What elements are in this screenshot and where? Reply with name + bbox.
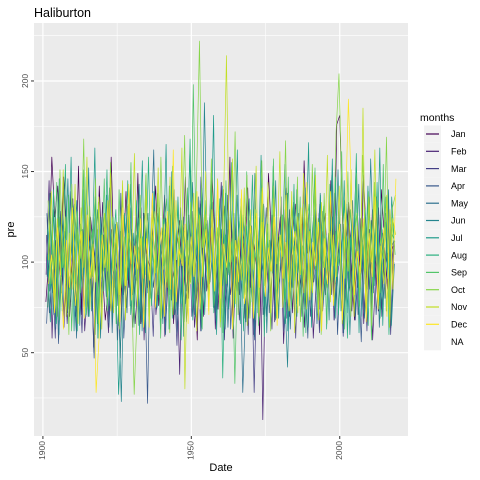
legend-key-bg: [424, 333, 441, 351]
legend-label-dec: Dec: [451, 320, 468, 330]
x-tick-label: 1900: [37, 441, 47, 460]
legend-label-jun: Jun: [451, 216, 466, 226]
minor-gridlines: [34, 23, 408, 436]
legend-label-jan: Jan: [451, 129, 466, 139]
x-tick-label: 1950: [186, 441, 196, 460]
legend-key-apr: [424, 177, 441, 195]
y-axis-ticks: 50 100 150 200: [20, 74, 34, 358]
series-line-oct: [47, 40, 396, 395]
legend-label-feb: Feb: [451, 147, 467, 157]
series-line-dec: [48, 98, 397, 393]
legend-key-mar: [424, 160, 441, 178]
legend-title: months: [420, 112, 454, 124]
legend-label-oct: Oct: [451, 285, 466, 295]
y-tick-label: 150: [20, 164, 30, 178]
y-tick-label: 50: [20, 348, 30, 358]
y-tick-label: 200: [20, 74, 30, 88]
chart-title: Haliburton: [34, 6, 91, 20]
series-lines: [45, 40, 397, 421]
legend-key-jun: [424, 211, 441, 230]
x-tick-label: 2000: [334, 441, 344, 460]
legend-key-na: [424, 333, 441, 351]
legend-key-oct: [424, 281, 441, 299]
legend-key-jul: [424, 229, 441, 247]
legend-label-mar: Mar: [451, 164, 467, 174]
y-tick-label: 100: [20, 255, 30, 269]
legend-key-may: [424, 194, 441, 212]
legend-label-aug: Aug: [451, 250, 467, 260]
legend-label-nov: Nov: [451, 302, 468, 312]
legend-key-aug: [424, 246, 441, 264]
x-axis-title: Date: [209, 462, 232, 474]
legend-label-sep: Sep: [451, 268, 467, 278]
legend: months Jan Feb Mar Apr May Jun Jul Aug Sep Oct Nov…: [420, 112, 469, 351]
y-axis-title: pre: [5, 222, 17, 238]
legend-label-apr: Apr: [451, 181, 465, 191]
legend-label-na: NA: [451, 337, 464, 347]
legend-key-dec: [424, 315, 441, 333]
legend-label-may: May: [451, 198, 469, 208]
legend-key-nov: [424, 298, 441, 316]
legend-key-jan: [424, 125, 441, 143]
legend-key-sep: [424, 263, 441, 282]
legend-label-jul: Jul: [451, 233, 463, 243]
x-axis-ticks: 1900 1950 2000: [37, 436, 344, 460]
legend-key-feb: [424, 142, 441, 160]
